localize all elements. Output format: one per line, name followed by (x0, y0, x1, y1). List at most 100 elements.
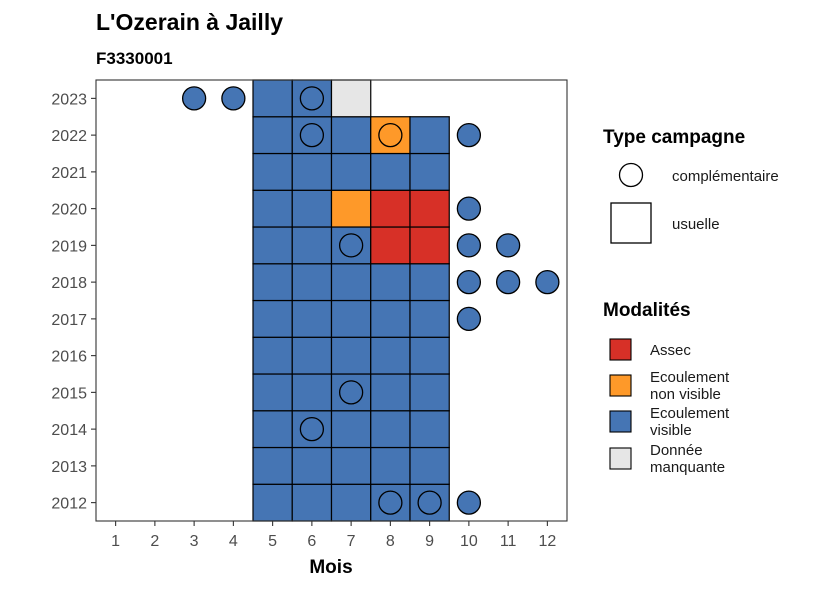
heatmap-cell (370, 299, 411, 338)
heatmap-cell (409, 410, 450, 449)
heatmap-cell (330, 299, 372, 338)
legend-label-modalite: manquante (650, 459, 725, 476)
heatmap-cell (330, 152, 372, 191)
heatmap-cell (370, 152, 411, 191)
data-point (378, 490, 403, 515)
heatmap-cell (370, 446, 411, 485)
heatmap-cell (252, 299, 293, 338)
heatmap-cell (252, 446, 293, 485)
y-tick-label: 2023 (51, 91, 87, 108)
heatmap-cell (252, 410, 293, 449)
data-point (299, 122, 325, 148)
data-point (495, 269, 521, 295)
x-tick-label: 7 (347, 533, 356, 550)
y-tick-label: 2014 (51, 422, 87, 439)
data-point (456, 490, 482, 515)
heatmap-cell (252, 116, 293, 155)
x-tick-label: 3 (190, 533, 199, 550)
heatmap-cell (409, 189, 450, 228)
plot-area (95, 79, 568, 522)
x-tick-label: 1 (111, 533, 120, 550)
heatmap-cell (252, 373, 293, 412)
y-tick-label: 2018 (51, 275, 87, 292)
y-tick-label: 2012 (51, 496, 87, 513)
x-axis-ticks: 1 2 3 4 5 6 7 8 9 10 11 12 (111, 521, 556, 550)
y-axis-ticks: 2012 2013 2014 2015 2016 2017 2018 2019 2020 2021… (51, 91, 96, 513)
heatmap-cell (252, 483, 293, 522)
legend-label-modalite: visible (650, 422, 692, 439)
heatmap-cell (330, 410, 372, 449)
data-point (456, 269, 482, 295)
y-tick-label: 2015 (51, 385, 87, 402)
heatmap-cell (291, 483, 333, 522)
data-point (456, 306, 482, 332)
heatmap-cell (291, 446, 333, 485)
legend-label-modalite: Donnée (650, 442, 703, 459)
x-tick-label: 4 (229, 533, 238, 550)
plot-border (95, 79, 568, 522)
x-axis-label: Mois (309, 557, 352, 578)
heatmap-cell (330, 189, 372, 228)
heatmap-cell (409, 263, 450, 302)
legend-title-modalites: Modalités (603, 300, 691, 321)
heatmap-cell (330, 336, 372, 375)
heatmap-cell (409, 116, 450, 155)
chart-subtitle: F3330001 (96, 49, 173, 68)
x-tick-label: 9 (425, 533, 434, 550)
data-point (299, 416, 325, 442)
y-tick-label: 2013 (51, 459, 87, 476)
data-point (456, 196, 482, 221)
data-point (221, 86, 246, 111)
heatmap-cell (409, 446, 450, 485)
legend-key-circle (618, 162, 644, 188)
y-tick-label: 2017 (51, 312, 87, 329)
legend-key-square (610, 202, 652, 244)
legend-label-modalite: Assec (650, 342, 691, 359)
heatmap-cell (409, 336, 450, 375)
legend: Type campagne complémentaire usuelle Modali… (603, 127, 779, 476)
heatmap-cell (409, 299, 450, 338)
data-point (299, 86, 325, 111)
heatmap-cell (370, 410, 411, 449)
y-tick-label: 2021 (51, 165, 87, 182)
x-tick-label: 11 (500, 533, 517, 550)
data-point (338, 233, 364, 258)
heatmap-cell (252, 189, 293, 228)
x-tick-label: 10 (460, 533, 478, 550)
heatmap-cell (252, 152, 293, 191)
legend-swatch (609, 338, 632, 361)
legend-label-type: usuelle (672, 216, 720, 233)
heatmap-cell (252, 263, 293, 302)
data-point (181, 86, 207, 111)
heatmap-cell (330, 116, 372, 155)
y-tick-label: 2016 (51, 349, 87, 366)
data-point (535, 269, 560, 295)
heatmap-cell (291, 373, 333, 412)
data-point (417, 490, 442, 515)
heatmap-cell (330, 483, 372, 522)
heatmap-cell (370, 189, 411, 228)
heatmap-cell (409, 226, 450, 265)
heatmap-cell (370, 336, 411, 375)
legend-swatch (609, 374, 632, 397)
x-tick-label: 6 (307, 533, 316, 550)
heatmap-cell (330, 446, 372, 485)
data-point (456, 233, 482, 258)
heatmap-cell (291, 189, 333, 228)
heatmap-cell (291, 299, 333, 338)
data-point (495, 233, 521, 258)
legend-label-modalite: Ecoulement (650, 405, 730, 422)
heatmap-cell (330, 263, 372, 302)
heatmap-cell (291, 336, 333, 375)
y-tick-label: 2019 (51, 238, 87, 255)
legend-swatch (609, 410, 632, 433)
legend-title-type: Type campagne (603, 127, 745, 148)
y-tick-label: 2020 (51, 202, 87, 219)
x-tick-label: 8 (386, 533, 395, 550)
legend-label-type: complémentaire (672, 168, 779, 185)
heatmap-cell (370, 373, 411, 412)
heatmap-cell (291, 263, 333, 302)
data-point (456, 122, 482, 148)
heatmap-cell (291, 226, 333, 265)
legend-label-modalite: non visible (650, 386, 721, 403)
